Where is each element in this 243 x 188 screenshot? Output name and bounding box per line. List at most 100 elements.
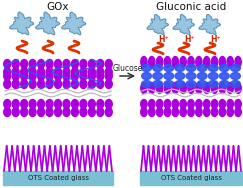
Ellipse shape (38, 59, 44, 68)
Ellipse shape (164, 108, 171, 117)
Text: OTS Coated glass: OTS Coated glass (27, 175, 88, 181)
Ellipse shape (46, 108, 53, 117)
Ellipse shape (80, 99, 87, 108)
Ellipse shape (227, 108, 234, 117)
Ellipse shape (38, 99, 44, 108)
Ellipse shape (29, 59, 36, 68)
Ellipse shape (71, 59, 78, 68)
Ellipse shape (186, 73, 196, 80)
Ellipse shape (105, 80, 112, 89)
Ellipse shape (188, 99, 194, 108)
Ellipse shape (71, 67, 78, 77)
Ellipse shape (211, 83, 218, 93)
Text: H⁺: H⁺ (210, 36, 220, 45)
Ellipse shape (148, 108, 155, 117)
Ellipse shape (142, 80, 151, 87)
Ellipse shape (227, 57, 233, 67)
Ellipse shape (80, 71, 87, 80)
Ellipse shape (105, 67, 112, 77)
Ellipse shape (63, 99, 70, 108)
Ellipse shape (29, 71, 36, 80)
Ellipse shape (227, 99, 234, 108)
Ellipse shape (21, 59, 28, 68)
Ellipse shape (211, 57, 218, 67)
Ellipse shape (156, 99, 163, 108)
Ellipse shape (105, 108, 112, 117)
Ellipse shape (204, 57, 210, 67)
Ellipse shape (164, 83, 171, 93)
Ellipse shape (4, 99, 11, 108)
Ellipse shape (196, 57, 202, 67)
Ellipse shape (4, 80, 11, 89)
Ellipse shape (141, 83, 147, 93)
Ellipse shape (97, 59, 104, 68)
Ellipse shape (180, 99, 186, 108)
Ellipse shape (235, 83, 241, 93)
Ellipse shape (97, 71, 104, 80)
Ellipse shape (196, 99, 202, 108)
Ellipse shape (63, 67, 70, 77)
Ellipse shape (203, 108, 210, 117)
Ellipse shape (46, 80, 53, 89)
Ellipse shape (211, 99, 218, 108)
Ellipse shape (29, 80, 36, 89)
Ellipse shape (105, 59, 112, 68)
Ellipse shape (175, 80, 185, 87)
Ellipse shape (186, 80, 196, 87)
Ellipse shape (80, 80, 87, 89)
Ellipse shape (29, 108, 36, 117)
Polygon shape (173, 14, 194, 35)
Ellipse shape (235, 57, 241, 67)
Ellipse shape (21, 99, 28, 108)
Ellipse shape (149, 57, 155, 67)
Ellipse shape (88, 99, 95, 108)
Ellipse shape (231, 64, 240, 71)
Ellipse shape (105, 99, 112, 108)
Ellipse shape (21, 80, 28, 89)
Ellipse shape (29, 99, 36, 108)
Ellipse shape (46, 59, 53, 68)
Ellipse shape (12, 59, 19, 68)
Ellipse shape (12, 80, 19, 89)
Ellipse shape (141, 57, 147, 67)
Ellipse shape (97, 80, 104, 89)
Ellipse shape (203, 99, 210, 108)
Ellipse shape (219, 83, 226, 93)
Ellipse shape (63, 108, 70, 117)
Ellipse shape (46, 67, 53, 77)
Ellipse shape (175, 64, 185, 71)
Text: H⁺: H⁺ (184, 36, 194, 45)
Ellipse shape (97, 108, 104, 117)
Ellipse shape (142, 64, 151, 71)
Ellipse shape (164, 99, 171, 108)
Ellipse shape (71, 80, 78, 89)
Ellipse shape (156, 108, 163, 117)
Ellipse shape (231, 73, 240, 80)
Ellipse shape (180, 83, 186, 93)
Ellipse shape (21, 71, 28, 80)
Ellipse shape (211, 108, 218, 117)
Ellipse shape (71, 71, 78, 80)
Ellipse shape (204, 83, 210, 93)
Ellipse shape (4, 59, 11, 68)
Polygon shape (147, 14, 168, 35)
Ellipse shape (54, 59, 61, 68)
Ellipse shape (188, 83, 194, 93)
Ellipse shape (63, 80, 70, 89)
Ellipse shape (88, 59, 95, 68)
Ellipse shape (219, 57, 226, 67)
Ellipse shape (71, 99, 78, 108)
Ellipse shape (172, 57, 178, 67)
Ellipse shape (97, 99, 104, 108)
Ellipse shape (141, 108, 147, 117)
Ellipse shape (54, 80, 61, 89)
Ellipse shape (219, 80, 229, 87)
Ellipse shape (54, 108, 61, 117)
Ellipse shape (156, 57, 163, 67)
Ellipse shape (164, 57, 171, 67)
Ellipse shape (12, 108, 19, 117)
Ellipse shape (231, 80, 240, 87)
Ellipse shape (105, 71, 112, 80)
Ellipse shape (197, 73, 207, 80)
Text: OTS Coated glass: OTS Coated glass (160, 175, 222, 181)
